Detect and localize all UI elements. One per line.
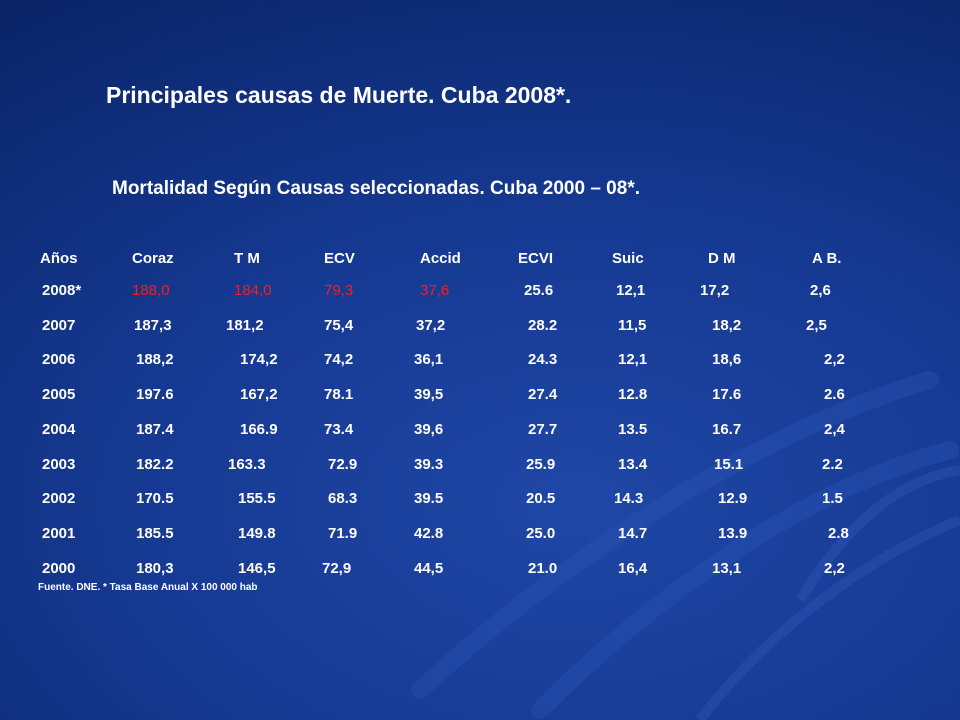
table-cell: 14.7 bbox=[618, 525, 648, 542]
table-subtitle: Mortalidad Según Causas seleccionadas. C… bbox=[112, 178, 640, 199]
table-cell: 17,2 bbox=[700, 282, 730, 299]
table-cell: 166.9 bbox=[240, 421, 278, 438]
table-cell: 78.1 bbox=[324, 386, 354, 403]
table-cell: 36,1 bbox=[414, 351, 444, 368]
table-cell: 39.5 bbox=[414, 490, 444, 507]
table-cell: 39,6 bbox=[414, 421, 444, 438]
table-cell: 180,3 bbox=[136, 560, 174, 577]
table-cell: 2,2 bbox=[824, 351, 845, 368]
table-cell: 2.6 bbox=[824, 386, 845, 403]
table-cell: 11,5 bbox=[618, 317, 647, 334]
table-cell: 20.5 bbox=[526, 490, 556, 507]
table-cell: 75,4 bbox=[324, 317, 354, 334]
table-cell: 42.8 bbox=[414, 525, 444, 542]
row-year-cell: 2003 bbox=[42, 456, 76, 473]
table-cell: 2,5 bbox=[806, 317, 827, 334]
column-header: Suic bbox=[612, 250, 644, 267]
row-year-cell: 2001 bbox=[42, 525, 76, 542]
table-cell: 2,6 bbox=[810, 282, 831, 299]
table-cell: 79,3 bbox=[324, 282, 354, 299]
table-cell: 37,2 bbox=[416, 317, 446, 334]
table-cell: 185.5 bbox=[136, 525, 174, 542]
table-cell: 146,5 bbox=[238, 560, 276, 577]
table-cell: 182.2 bbox=[136, 456, 174, 473]
table-cell: 188,2 bbox=[136, 351, 174, 368]
table-cell: 13.4 bbox=[618, 456, 648, 473]
table-cell: 44,5 bbox=[414, 560, 444, 577]
table-cell: 18,6 bbox=[712, 351, 742, 368]
table-cell: 74,2 bbox=[324, 351, 354, 368]
column-header: Años bbox=[40, 250, 78, 267]
table-cell: 27.4 bbox=[528, 386, 558, 403]
table-cell: 16.7 bbox=[712, 421, 742, 438]
table-cell: 68.3 bbox=[328, 490, 358, 507]
table-cell: 12.8 bbox=[618, 386, 648, 403]
table-cell: 181,2 bbox=[226, 317, 264, 334]
table-cell: 187,3 bbox=[134, 317, 172, 334]
table-cell: 2,2 bbox=[824, 560, 845, 577]
table-cell: 2.8 bbox=[828, 525, 849, 542]
table-cell: 187.4 bbox=[136, 421, 174, 438]
table-cell: 21.0 bbox=[528, 560, 558, 577]
row-year-cell: 2006 bbox=[42, 351, 76, 368]
table-cell: 15.1 bbox=[714, 456, 744, 473]
table-cell: 167,2 bbox=[240, 386, 278, 403]
table-cell: 28.2 bbox=[528, 317, 558, 334]
table-cell: 163.3 bbox=[228, 456, 266, 473]
table-cell: 184,0 bbox=[234, 282, 272, 299]
table-cell: 71.9 bbox=[328, 525, 358, 542]
table-cell: 39.3 bbox=[414, 456, 444, 473]
page-title: Principales causas de Muerte. Cuba 2008*… bbox=[106, 82, 572, 108]
table-cell: 12,1 bbox=[618, 351, 648, 368]
table-cell: 37,6 bbox=[420, 282, 450, 299]
column-header: Coraz bbox=[132, 250, 174, 267]
row-year-cell: 2008* bbox=[42, 282, 82, 299]
table-cell: 1.5 bbox=[822, 490, 843, 507]
table-cell: 25.6 bbox=[524, 282, 554, 299]
table-cell: 27.7 bbox=[528, 421, 558, 438]
table-cell: 18,2 bbox=[712, 317, 742, 334]
source-footnote: Fuente. DNE. * Tasa Base Anual X 100 000… bbox=[38, 582, 258, 593]
table-cell: 12.9 bbox=[718, 490, 748, 507]
table-cell: 2,4 bbox=[824, 421, 845, 438]
column-header: Accid bbox=[420, 250, 461, 267]
row-year-cell: 2000 bbox=[42, 560, 76, 577]
table-cell: 72,9 bbox=[322, 560, 352, 577]
column-header: ECVI bbox=[518, 250, 554, 267]
table-cell: 155.5 bbox=[238, 490, 276, 507]
row-year-cell: 2002 bbox=[42, 490, 76, 507]
row-year-cell: 2007 bbox=[42, 317, 76, 334]
table-cell: 73.4 bbox=[324, 421, 354, 438]
table-cell: 149.8 bbox=[238, 525, 276, 542]
table-cell: 25.9 bbox=[526, 456, 556, 473]
row-year-cell: 2004 bbox=[42, 421, 76, 438]
table-cell: 13,1 bbox=[712, 560, 742, 577]
table-cell: 24.3 bbox=[528, 351, 558, 368]
row-year-cell: 2005 bbox=[42, 386, 76, 403]
table-cell: 25.0 bbox=[526, 525, 556, 542]
table-cell: 197.6 bbox=[136, 386, 174, 403]
table-cell: 12,1 bbox=[616, 282, 646, 299]
table-cell: 2.2 bbox=[822, 456, 843, 473]
table-cell: 188,0 bbox=[132, 282, 170, 299]
column-header: A B. bbox=[812, 250, 842, 267]
table-cell: 14.3 bbox=[614, 490, 644, 507]
table-cell: 39,5 bbox=[414, 386, 444, 403]
table-cell: 13.5 bbox=[618, 421, 648, 438]
table-cell: 72.9 bbox=[328, 456, 358, 473]
column-header: T M bbox=[234, 250, 260, 267]
table-cell: 17.6 bbox=[712, 386, 742, 403]
table-cell: 174,2 bbox=[240, 351, 278, 368]
column-header: D M bbox=[708, 250, 736, 267]
table-cell: 170.5 bbox=[136, 490, 174, 507]
table-cell: 16,4 bbox=[618, 560, 648, 577]
table-cell: 13.9 bbox=[718, 525, 748, 542]
column-header: ECV bbox=[324, 250, 355, 267]
